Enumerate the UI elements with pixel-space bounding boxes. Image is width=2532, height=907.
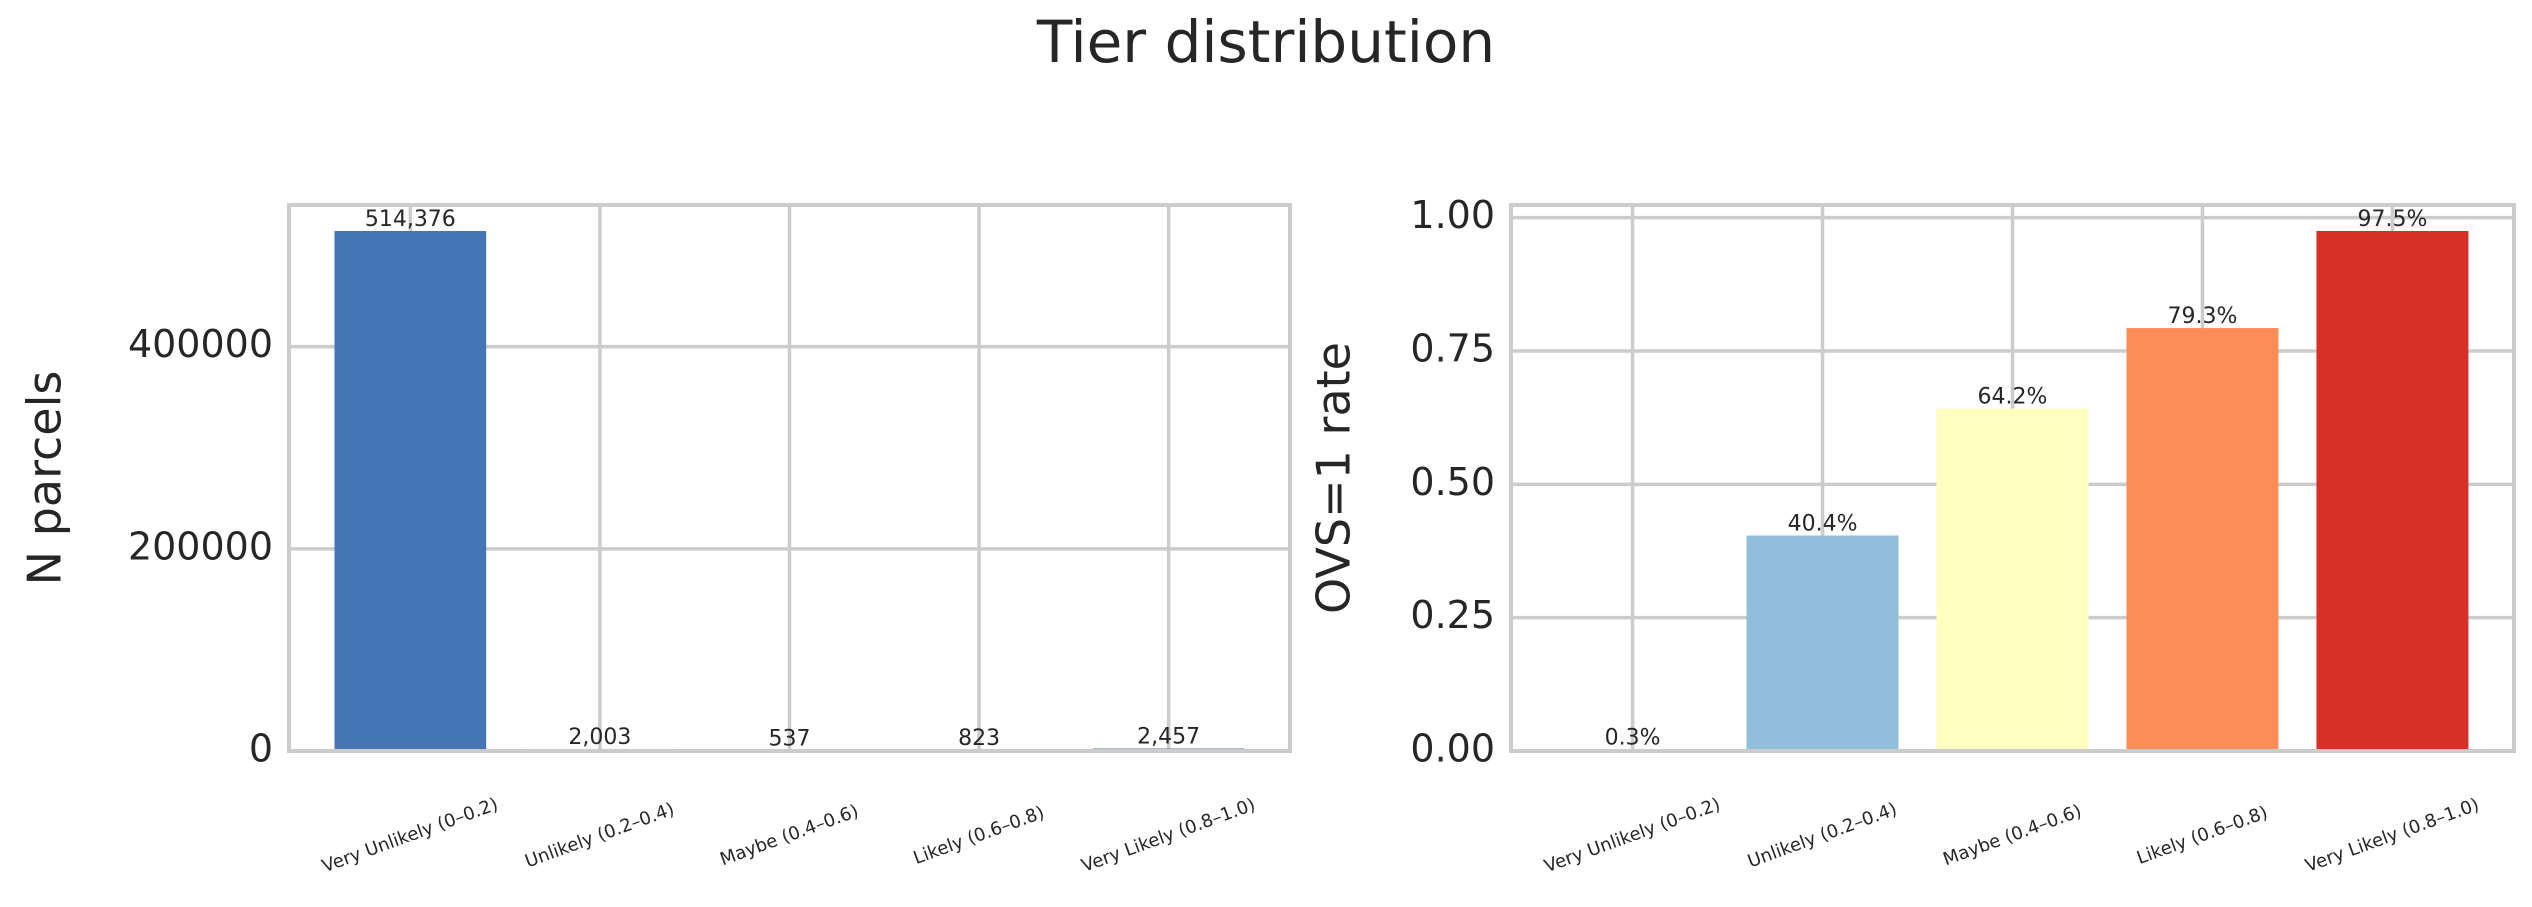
x-tick-label: Very Likely (0.8–1.0): [2303, 794, 2482, 876]
y-tick-label: 0.50: [1410, 460, 1495, 504]
value-label: 64.2%: [1978, 385, 2048, 410]
value-label: 2,003: [568, 725, 631, 750]
y-axis-label: OVS=1 rate: [1307, 342, 1361, 614]
axes-frame: [1509, 203, 2516, 753]
x-tick-label: Maybe (0.4–0.6): [717, 801, 861, 871]
y-tick-label: 1.00: [1410, 193, 1495, 237]
bar: [1936, 408, 2089, 751]
y-tick-label: 0.25: [1410, 593, 1495, 637]
bar: [1746, 535, 1899, 751]
value-label: 0.3%: [1605, 725, 1661, 750]
x-tick-label: Very Unlikely (0–0.2): [319, 794, 501, 877]
x-tick-label: Very Likely (0.8–1.0): [1079, 794, 1258, 876]
bar: [2126, 328, 2279, 751]
y-tick-label: 0.75: [1410, 327, 1495, 371]
value-label: 537: [769, 726, 811, 751]
x-tick-label: Unlikely (0.2–0.4): [522, 799, 677, 872]
x-tick-label: Likely (0.6–0.8): [911, 802, 1047, 869]
x-tick-label: Very Unlikely (0–0.2): [1542, 794, 1724, 877]
value-label: 2,457: [1137, 725, 1200, 750]
value-label: 79.3%: [2168, 304, 2238, 329]
y-tick-label: 200000: [128, 524, 273, 568]
figure-title: Tier distribution: [1036, 8, 1495, 76]
y-axis-label: N parcels: [18, 371, 72, 586]
bar: [334, 231, 487, 752]
y-tick-label: 0.00: [1410, 727, 1495, 771]
value-label: 823: [958, 726, 1000, 751]
bar: [2316, 231, 2469, 751]
y-tick-label: 0: [249, 727, 273, 771]
x-tick-label: Likely (0.6–0.8): [2134, 802, 2270, 869]
value-label: 514,376: [365, 207, 456, 232]
value-label: 40.4%: [1788, 512, 1858, 537]
value-label: 97.5%: [2357, 207, 2427, 232]
x-tick-label: Unlikely (0.2–0.4): [1745, 799, 1900, 872]
axes-frame: [287, 203, 1292, 753]
y-tick-label: 400000: [128, 322, 273, 366]
x-tick-label: Maybe (0.4–0.6): [1940, 801, 2084, 871]
